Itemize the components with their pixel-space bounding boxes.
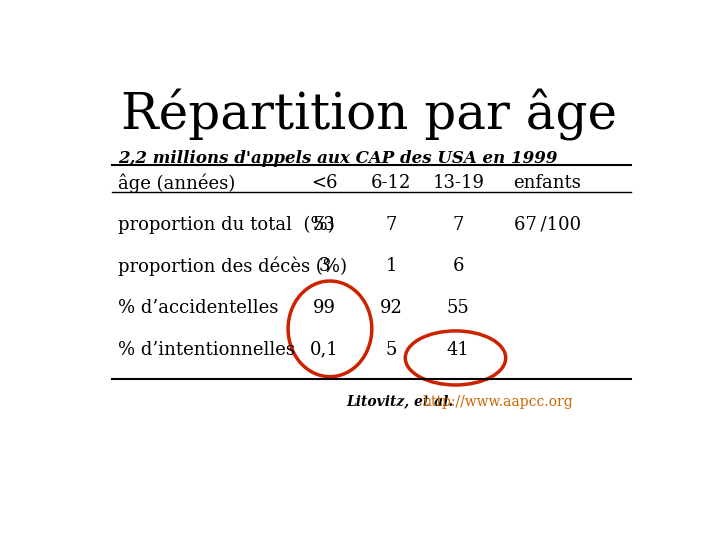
- Text: 7: 7: [386, 216, 397, 234]
- Text: 67 /100: 67 /100: [514, 216, 581, 234]
- Text: 7: 7: [453, 216, 464, 234]
- Text: 99: 99: [313, 299, 336, 317]
- Text: 3: 3: [319, 258, 330, 275]
- Text: proportion du total  (%): proportion du total (%): [118, 216, 335, 234]
- Text: enfants: enfants: [513, 174, 582, 192]
- Text: 1: 1: [386, 258, 397, 275]
- Text: 55: 55: [447, 299, 469, 317]
- Text: 2,2 millions d'appels aux CAP des USA en 1999: 2,2 millions d'appels aux CAP des USA en…: [118, 150, 557, 167]
- Text: 53: 53: [313, 216, 336, 234]
- Text: 41: 41: [447, 341, 469, 359]
- Text: 5: 5: [386, 341, 397, 359]
- Text: Répartition par âge: Répartition par âge: [121, 89, 617, 141]
- Text: % d’intentionnelles: % d’intentionnelles: [118, 341, 295, 359]
- Text: 6: 6: [453, 258, 464, 275]
- Text: <6: <6: [311, 174, 338, 192]
- Text: âge (années): âge (années): [118, 173, 235, 193]
- Text: % d’accidentelles: % d’accidentelles: [118, 299, 278, 317]
- Text: proportion des décès (%): proportion des décès (%): [118, 256, 347, 276]
- Text: 92: 92: [380, 299, 402, 317]
- Text: 13-19: 13-19: [432, 174, 485, 192]
- Text: 0,1: 0,1: [310, 341, 338, 359]
- Text: Litovitz, et al.: Litovitz, et al.: [347, 395, 454, 409]
- Text: http://www.aapcc.org: http://www.aapcc.org: [422, 395, 573, 409]
- Text: 6-12: 6-12: [371, 174, 412, 192]
